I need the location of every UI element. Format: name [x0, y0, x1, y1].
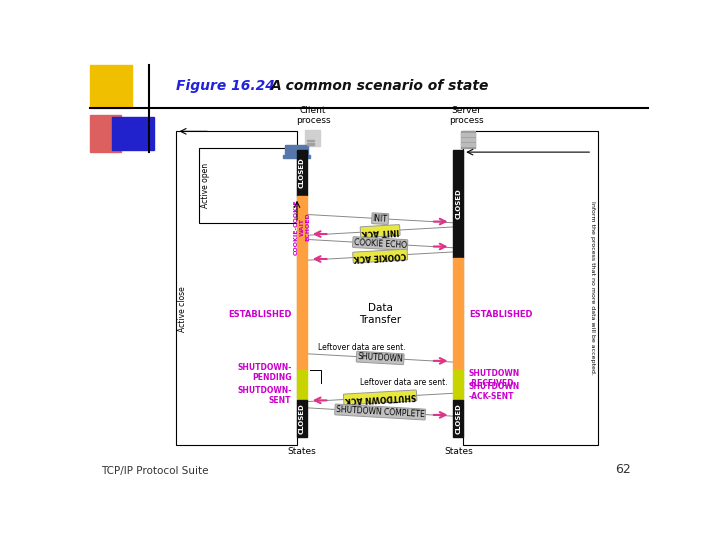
Text: INIT ACK: INIT ACK	[361, 226, 399, 237]
Text: Leftover data are sent.: Leftover data are sent.	[318, 343, 406, 352]
Bar	[454, 258, 463, 370]
Bar	[90, 65, 132, 109]
Bar	[307, 143, 315, 145]
Bar	[176, 131, 297, 446]
Text: States: States	[288, 447, 316, 456]
Text: Leftover data are sent.: Leftover data are sent.	[360, 379, 448, 387]
Text: Inform the process that no more data will be accepted.: Inform the process that no more data wil…	[590, 201, 595, 375]
Bar	[461, 131, 475, 148]
Bar	[461, 133, 475, 136]
Text: CLOSED: CLOSED	[299, 158, 305, 188]
Text: INIT: INIT	[372, 214, 388, 224]
Bar	[282, 156, 310, 158]
Bar	[461, 143, 475, 146]
Text: A common scenario of state: A common scenario of state	[271, 79, 490, 92]
Bar	[297, 370, 307, 383]
Text: SHUTDOWN ACK: SHUTDOWN ACK	[344, 391, 416, 404]
Bar	[199, 148, 297, 223]
Bar	[454, 150, 463, 258]
Bar	[297, 150, 307, 196]
Bar	[307, 140, 315, 141]
Text: SHUTDOWN-
SENT: SHUTDOWN- SENT	[237, 386, 292, 405]
Text: SHUTDOWN-
PENDING: SHUTDOWN- PENDING	[237, 363, 292, 382]
Bar	[297, 258, 307, 370]
Bar	[305, 130, 320, 146]
Text: Server
process: Server process	[449, 106, 484, 125]
Text: SHUTDOWN
-RECEIVED: SHUTDOWN -RECEIVED	[469, 369, 520, 388]
Text: COOKIE-COOKIE
WAIT
ECHOED: COOKIE-COOKIE WAIT ECHOED	[294, 199, 310, 255]
Text: SHUTDOWN COMPLETE: SHUTDOWN COMPLETE	[336, 405, 425, 419]
Bar	[90, 114, 121, 152]
Text: CLOSED: CLOSED	[299, 403, 305, 434]
Text: SHUTDOWN
-ACK-SENT: SHUTDOWN -ACK-SENT	[469, 381, 520, 401]
Text: 62: 62	[616, 463, 631, 476]
Text: ESTABLISHED: ESTABLISHED	[469, 310, 532, 319]
Text: Data
Transfer: Data Transfer	[359, 303, 401, 325]
Bar	[285, 145, 307, 156]
Text: CLOSED: CLOSED	[455, 188, 462, 219]
Text: Active open: Active open	[201, 163, 210, 208]
Bar	[297, 196, 307, 258]
Bar	[112, 117, 154, 150]
Text: SHUTDOWN: SHUTDOWN	[357, 352, 403, 364]
Text: Active close: Active close	[178, 286, 186, 332]
Text: Figure 16.24: Figure 16.24	[176, 79, 275, 92]
Bar	[461, 138, 475, 141]
Bar	[297, 383, 307, 400]
Text: Client
process: Client process	[296, 106, 330, 125]
Bar	[454, 370, 463, 400]
Text: CLOSED: CLOSED	[455, 403, 462, 434]
Bar	[297, 400, 307, 437]
Text: TCP/IP Protocol Suite: TCP/IP Protocol Suite	[101, 465, 209, 476]
Text: States: States	[444, 447, 472, 456]
Bar	[463, 131, 598, 446]
Bar	[454, 400, 463, 437]
Text: ESTABLISHED: ESTABLISHED	[228, 310, 292, 319]
Text: COOKIE ACK: COOKIE ACK	[354, 250, 407, 262]
Text: COOKIE ECHO: COOKIE ECHO	[354, 238, 407, 249]
